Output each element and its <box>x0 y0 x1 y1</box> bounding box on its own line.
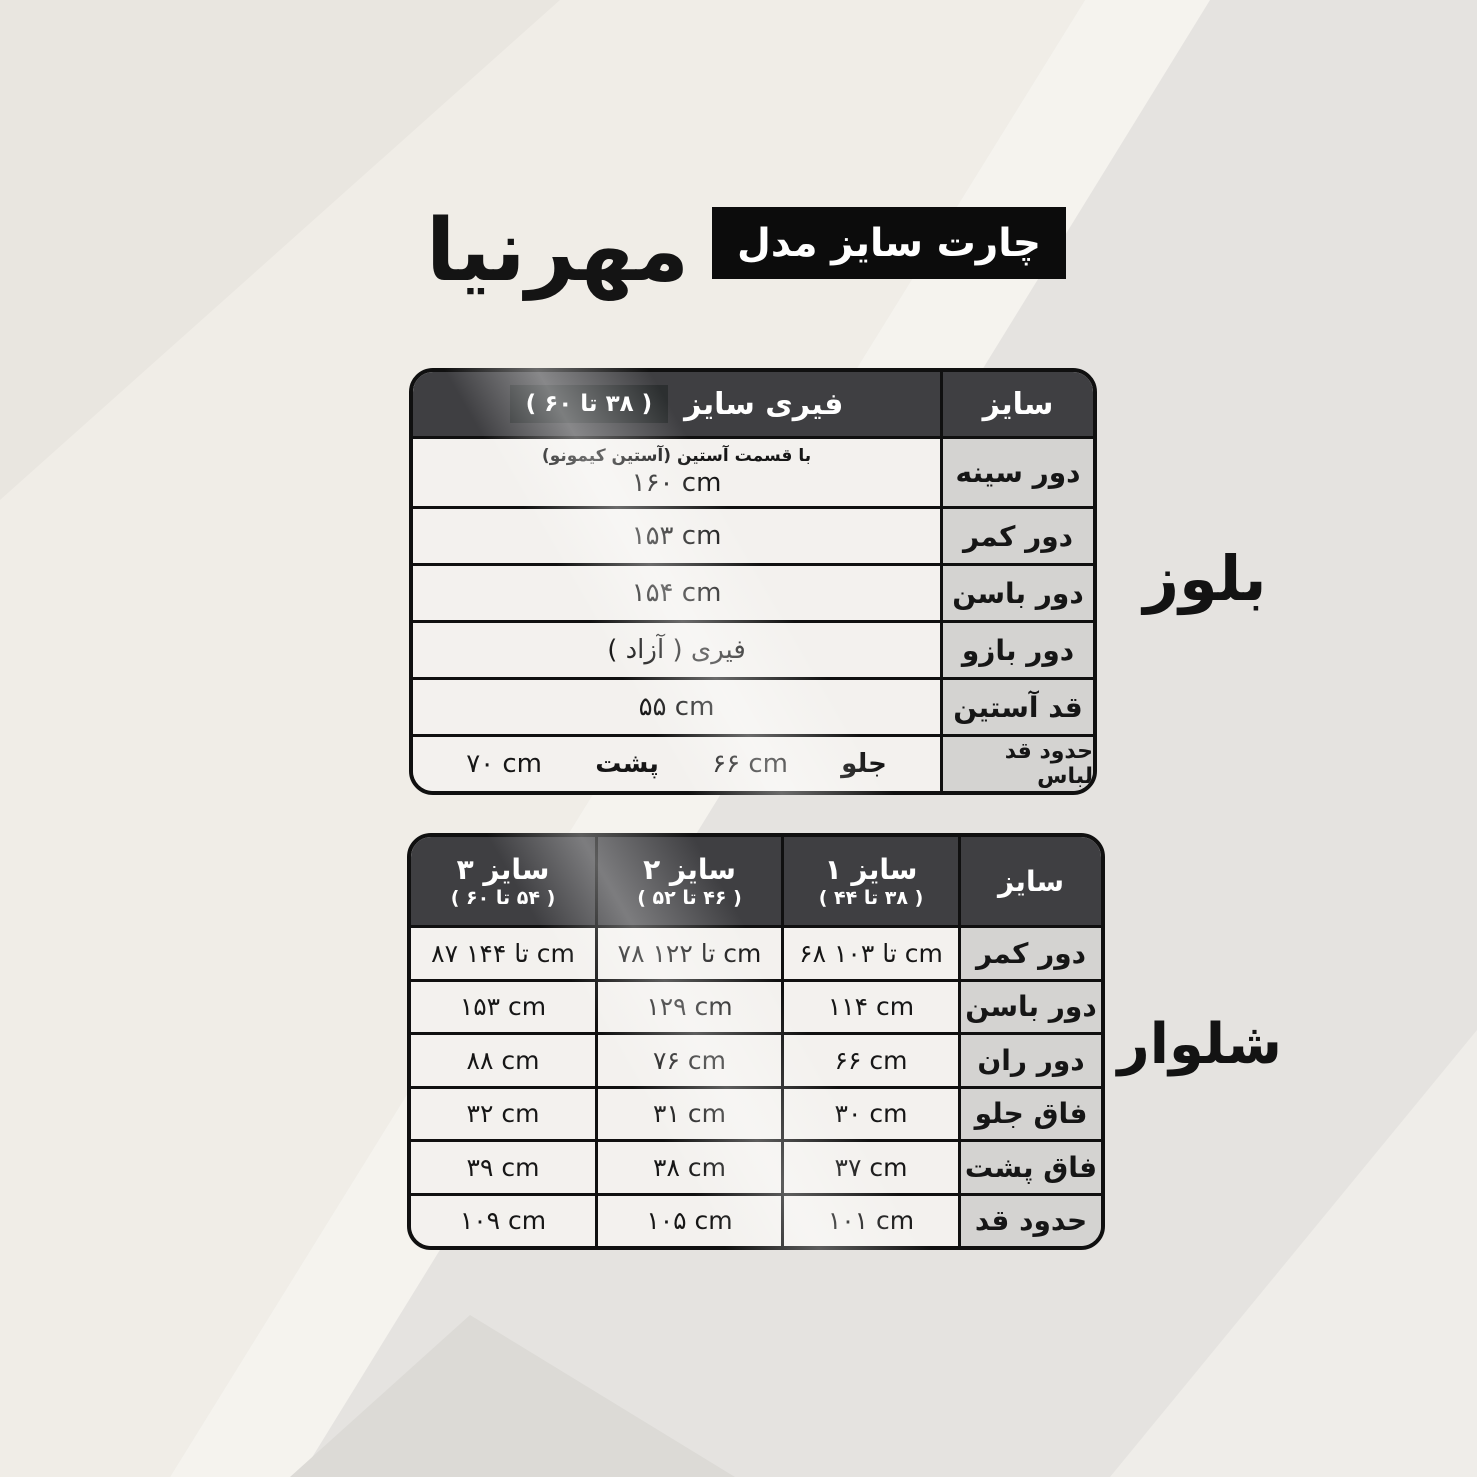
blouse-size-header-cell: سایز <box>940 372 1093 436</box>
cell-value: ۱۶۰ cm <box>631 467 722 498</box>
segment-caption: پشت <box>595 749 659 779</box>
blouse-side-label: بلوز <box>1143 542 1267 615</box>
cell-note: با قسمت آستین (آستین کیمونو) <box>541 445 812 466</box>
pants-row-label: حدود قد <box>958 1192 1101 1246</box>
blouse-row-value: جلو ۶۶ cm پشت ۷۰ cm <box>413 734 940 791</box>
pants-row-value: ۷۶ cm <box>595 1032 781 1086</box>
free-size-range-badge: ( ۳۸ تا ۶۰ ) <box>509 385 669 423</box>
pants-row-label: دور ران <box>958 1032 1101 1086</box>
blouse-row-label: دور سینه <box>940 436 1093 506</box>
blouse-row-value: فیری ( آزاد ) <box>413 620 940 677</box>
brand-logo: مهرنیا <box>425 201 691 301</box>
pants-row-value: ۶۸ تا ۱۰۳ cm <box>781 925 958 979</box>
column-name: سایز ۲ <box>643 852 736 886</box>
pants-row-label: فاق جلو <box>958 1085 1101 1139</box>
chart-title-box: چارت سایز مدل <box>712 207 1066 279</box>
pants-row-value: ۸۷ تا ۱۴۴ cm <box>411 925 595 979</box>
pants-row-value: ۱۰۱ cm <box>781 1192 958 1246</box>
blouse-row-label: قد آستین <box>940 677 1093 734</box>
pants-side-label: شلوار <box>1117 1012 1282 1077</box>
blouse-row-label: دور بازو <box>940 620 1093 677</box>
blouse-row-label: دور کمر <box>940 506 1093 563</box>
pants-row-value: ۳۲ cm <box>411 1085 595 1139</box>
pants-row-label: دور کمر <box>958 925 1101 979</box>
column-range: ( ۵۴ تا ۶۰ ) <box>450 886 556 909</box>
column-name: سایز ۱ <box>824 852 918 886</box>
pants-row-label: فاق پشت <box>958 1139 1101 1193</box>
blouse-free-size-header-cell: فیری سایز ( ۳۸ تا ۶۰ ) <box>413 372 940 436</box>
pants-row-value: ۱۲۹ cm <box>595 978 781 1032</box>
pants-row-value: ۸۸ cm <box>411 1032 595 1086</box>
pants-column-header: سایز ۳( ۵۴ تا ۶۰ ) <box>411 837 595 925</box>
length-segments: جلو ۶۶ cm پشت ۷۰ cm <box>413 749 940 779</box>
pants-column-header: سایز ۱( ۳۸ تا ۴۴ ) <box>781 837 958 925</box>
pants-row-value: ۳۷ cm <box>781 1139 958 1193</box>
pants-row-value: ۳۰ cm <box>781 1085 958 1139</box>
blouse-row-value: با قسمت آستین (آستین کیمونو) ۱۶۰ cm <box>413 436 940 506</box>
column-range: ( ۴۶ تا ۵۲ ) <box>637 886 742 909</box>
segment-caption: جلو <box>841 749 887 779</box>
pants-column-header: سایز ۲( ۴۶ تا ۵۲ ) <box>595 837 781 925</box>
pants-row-value: ۳۱ cm <box>595 1085 781 1139</box>
free-size-label: فیری سایز <box>684 386 844 422</box>
pants-row-value: ۶۶ cm <box>781 1032 958 1086</box>
blouse-row-value: ۵۵ cm <box>413 677 940 734</box>
blouse-row-label: حدود قد لباس <box>940 734 1093 791</box>
column-range: ( ۳۸ تا ۴۴ ) <box>818 886 924 909</box>
blouse-row-value: ۱۵۳ cm <box>413 506 940 563</box>
pants-column-header: سایز <box>958 837 1101 925</box>
segment-value: ۶۶ cm <box>712 749 788 779</box>
pants-row-value: ۱۰۹ cm <box>411 1192 595 1246</box>
pants-row-value: ۱۵۳ cm <box>411 978 595 1032</box>
pants-size-table: سایز سایز ۱( ۳۸ تا ۴۴ ) سایز ۲( ۴۶ تا ۵۲ )… <box>407 833 1105 1250</box>
column-name: سایز ۳ <box>456 852 550 886</box>
pants-row-value: ۷۸ تا ۱۲۲ cm <box>595 925 781 979</box>
column-name: سایز <box>998 864 1064 898</box>
blouse-size-table: سایز فیری سایز ( ۳۸ تا ۶۰ ) دور سینه با ق… <box>409 368 1097 795</box>
blouse-row-label: دور باسن <box>940 563 1093 620</box>
pants-row-value: ۱۱۴ cm <box>781 978 958 1032</box>
pants-row-label: دور باسن <box>958 978 1101 1032</box>
pants-row-value: ۱۰۵ cm <box>595 1192 781 1246</box>
pants-row-value: ۳۹ cm <box>411 1139 595 1193</box>
segment-value: ۷۰ cm <box>466 749 543 779</box>
blouse-row-value: ۱۵۴ cm <box>413 563 940 620</box>
pants-row-value: ۳۸ cm <box>595 1139 781 1193</box>
